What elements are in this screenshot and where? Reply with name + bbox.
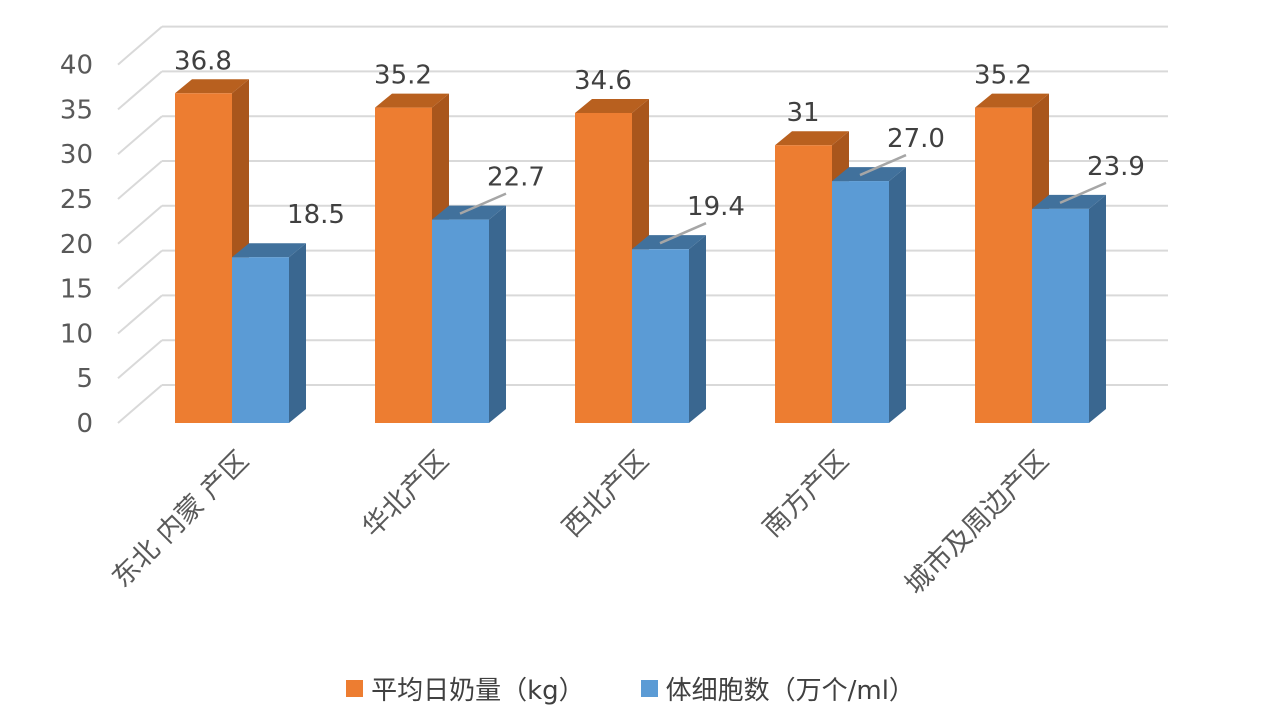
bar [232, 257, 289, 423]
legend-label-somatic-cell: 体细胞数（万个/ml） [665, 676, 915, 706]
x-category-label: 东北 内蒙 产区 [106, 445, 255, 594]
data-labels: 36.8 18.5 35.2 22.7 34.6 19.4 31 27.0 35.2 23.9 [174, 46, 1145, 245]
x-category-label: 华北产区 [357, 445, 455, 543]
y-tick-label: 30 [60, 140, 93, 170]
legend-swatch-somatic-cell [640, 680, 658, 697]
y-tick-label: 15 [60, 275, 93, 305]
y-tick-label: 25 [60, 185, 93, 215]
bar-top [975, 93, 1049, 108]
bar [1032, 208, 1089, 423]
bar-top [375, 93, 449, 108]
data-label: 27.0 [887, 124, 945, 154]
gridline-depth [117, 294, 163, 335]
legend: 平均日奶量（kg） 体细胞数（万个/ml） [0, 670, 1261, 707]
bar-series [175, 79, 1106, 424]
gridline-depth [117, 205, 163, 245]
bar [632, 249, 689, 423]
gridline-depth [117, 25, 163, 66]
x-category-label: 南方产区 [757, 445, 855, 543]
gridline-depth [117, 249, 163, 290]
bar-top [175, 79, 249, 94]
data-label: 31 [786, 98, 819, 128]
y-tick-label: 40 [60, 51, 93, 81]
bar-top [575, 98, 649, 113]
bar-chart: 0 5 10 15 20 25 30 35 40 36.8 18.5 35.2 22.7 34.6 19.… [60, 25, 1168, 601]
bar-side [489, 205, 506, 423]
bar-side [689, 235, 706, 423]
legend-label-milk-yield: 平均日奶量（kg） [371, 676, 585, 706]
bar [175, 93, 232, 423]
bar [975, 107, 1032, 423]
data-label: 23.9 [1087, 152, 1145, 182]
bar-top [432, 205, 506, 220]
bar [575, 112, 632, 423]
y-tick-label: 5 [76, 364, 93, 394]
data-label: 35.2 [974, 61, 1032, 91]
bar [832, 181, 889, 423]
x-category-label: 西北产区 [557, 445, 655, 543]
data-label: 19.4 [687, 192, 745, 222]
bar [775, 145, 832, 424]
bar-side [289, 243, 306, 423]
legend-item-somatic-cell: 体细胞数（万个/ml） [640, 670, 915, 707]
y-tick-label: 20 [60, 230, 93, 260]
y-tick-label: 35 [60, 95, 93, 125]
leader-line [659, 222, 707, 245]
bar-top [832, 167, 906, 182]
gridline-depth [117, 339, 163, 379]
bar [375, 107, 432, 423]
y-axis: 0 5 10 15 20 25 30 35 40 [60, 51, 93, 439]
bar-side [1089, 194, 1106, 423]
legend-item-milk-yield: 平均日奶量（kg） [346, 670, 585, 707]
bar-top [632, 235, 706, 250]
bar-top [232, 243, 306, 258]
bar-top [1032, 194, 1106, 209]
bar-side [889, 167, 906, 423]
data-label: 18.5 [287, 200, 345, 230]
y-tick-label: 10 [60, 319, 93, 349]
data-label: 35.2 [374, 61, 432, 91]
x-axis: 东北 内蒙 产区 华北产区 西北产区 南方产区 城市及周边产区 [106, 445, 1055, 601]
data-label: 22.7 [487, 163, 545, 193]
bar [432, 219, 489, 423]
bar-top [775, 131, 849, 146]
leader-line [859, 153, 907, 177]
leader-line [1059, 181, 1107, 205]
x-category-label: 城市及周边产区 [899, 445, 1055, 601]
gridline-depth [117, 384, 163, 424]
y-tick-label: 0 [76, 409, 93, 439]
gridline-depth [117, 160, 163, 200]
leader-line [459, 192, 507, 215]
legend-swatch-milk-yield [346, 680, 364, 697]
data-label: 34.6 [574, 66, 632, 96]
gridline-depth [117, 70, 163, 111]
gridline-depth [117, 115, 163, 155]
data-label: 36.8 [174, 46, 232, 76]
